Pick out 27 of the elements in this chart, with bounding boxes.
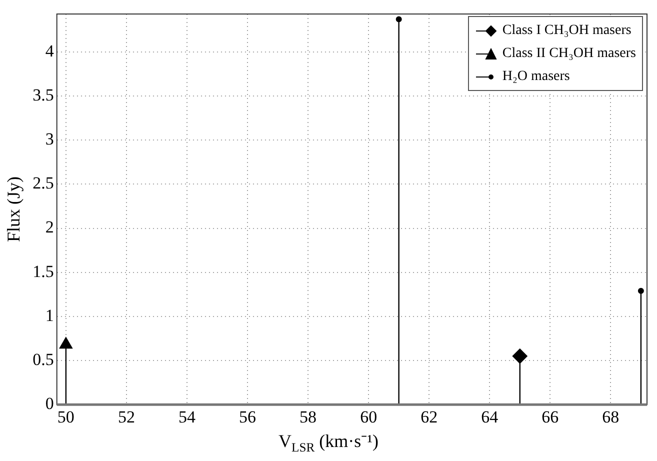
x-tick-label: 56 [239,407,256,426]
point [396,16,402,22]
point [638,288,644,294]
x-tick-label: 54 [178,407,196,426]
y-tick-label: 1 [45,306,54,325]
y-tick-label: 2 [45,218,54,237]
x-tick-label: 58 [300,407,317,426]
x-tick-label: 60 [360,407,378,426]
x-axis-title: V$_{LSR}$ (km·s⁻¹) [278,430,380,456]
point [512,348,528,364]
legend-label: Class I CH₃OH masers [502,22,632,38]
y-tick-label: 3.5 [32,85,54,104]
y-tick-label: 2.5 [32,174,54,193]
x-tick-label: 66 [542,407,559,426]
y-tick-label: 0 [45,394,54,414]
y-tick-label: 1.5 [32,262,54,281]
x-tick-label: 62 [420,407,438,426]
y-axis-title: Flux (Jy) [4,176,24,242]
x-tick-label: 64 [481,407,499,426]
y-tick-label: 3 [45,130,54,149]
x-tick-label: 52 [118,407,135,426]
legend-label: Class II CH₃OH masers [502,46,636,62]
legend-label: H₂O masers [502,68,570,84]
x-tick-label: 68 [602,407,620,426]
x-tick-label: 50 [57,407,74,426]
y-tick-label: 0.5 [32,350,54,369]
y-tick-label: 4 [45,41,54,60]
